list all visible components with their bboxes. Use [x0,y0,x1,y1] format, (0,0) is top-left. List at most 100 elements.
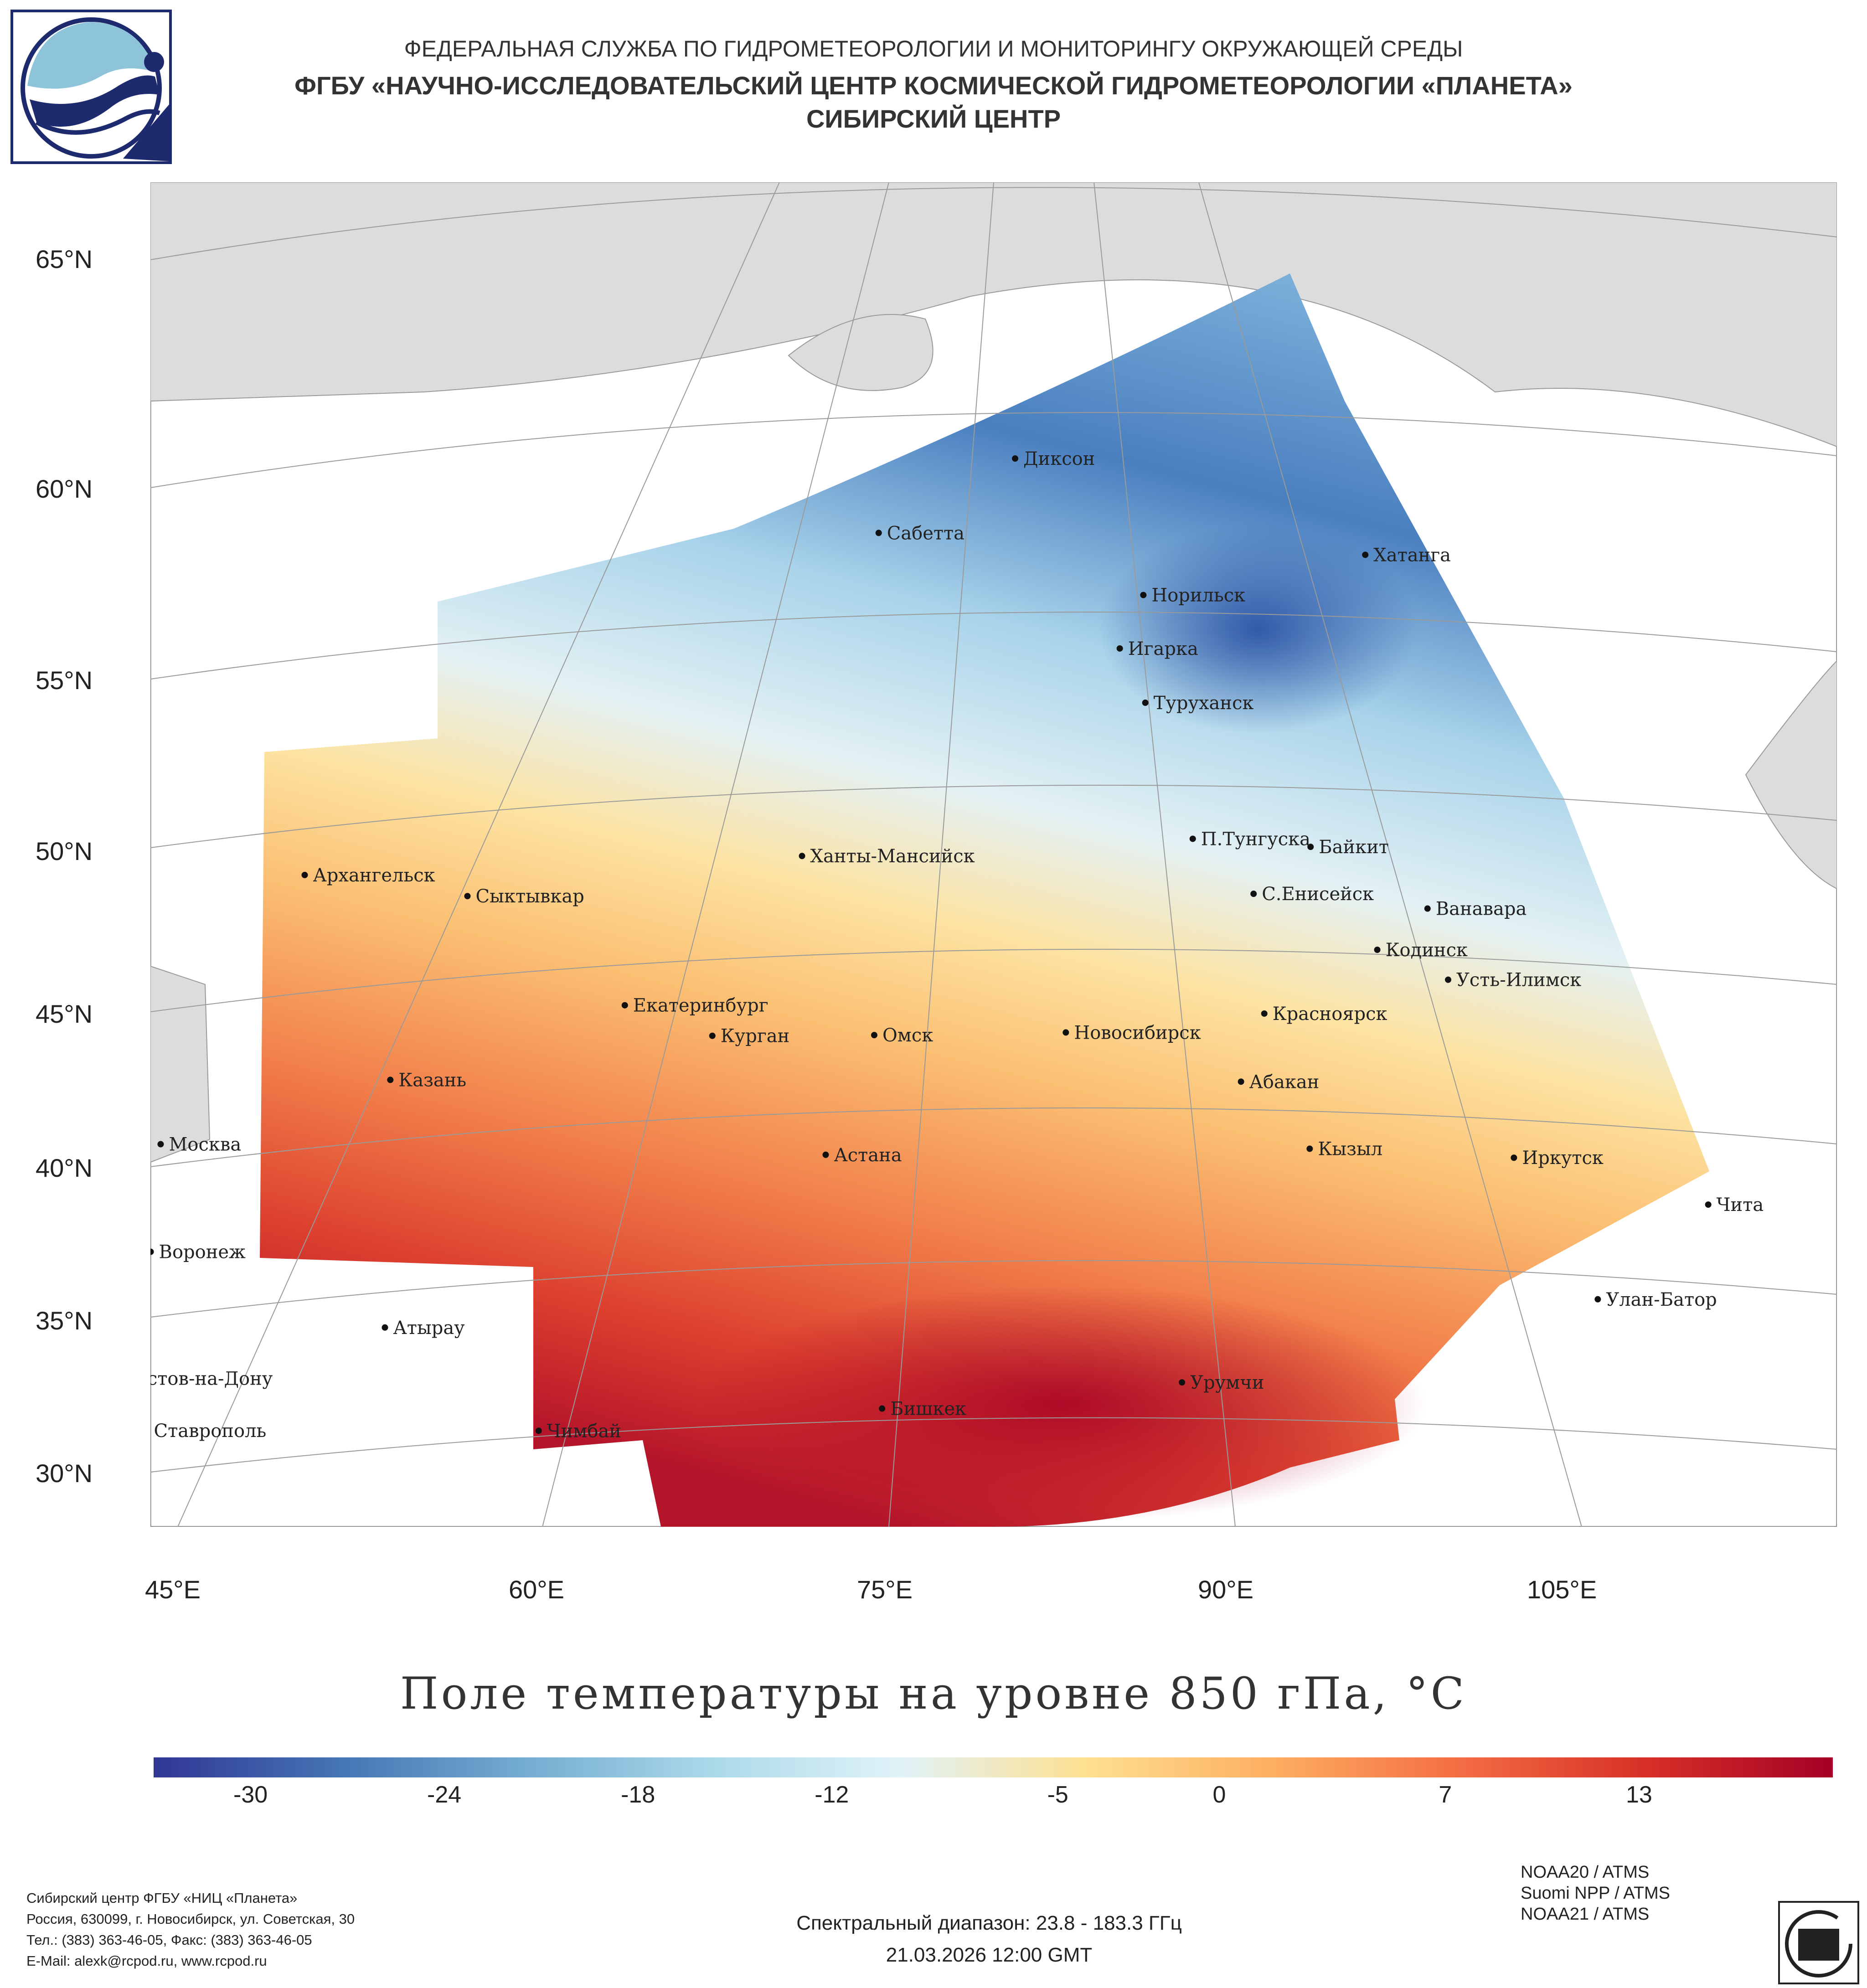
city-marker: Воронеж [150,1242,246,1263]
colorbar-tick-label: 0 [1212,1782,1226,1808]
city-label: Ханты-Мансийск [810,846,975,867]
city-dot [871,1032,877,1039]
org-phone: Тел.: (383) 363-46-05, Факс: (383) 363-4… [26,1932,312,1948]
city-label: Байкит [1319,837,1389,858]
city-dot [1179,1379,1186,1386]
colorbar-tick-label: 13 [1626,1782,1652,1808]
city-label: Ванавара [1436,899,1527,920]
city-label: Усть-Илимск [1456,970,1581,991]
city-label: Москва [169,1134,241,1155]
observation-datetime: 21.03.2026 12:00 GMT [886,1944,1093,1966]
city-marker: Иркутск [1511,1148,1604,1169]
city-dot [1238,1078,1244,1085]
city-label: Улан-Батор [1606,1289,1717,1310]
header-center: СИБИРСКИЙ ЦЕНТР [806,104,1061,133]
city-marker: Байкит [1307,837,1389,858]
city-label: П.Тунгуска [1201,829,1310,850]
city-marker: Диксон [1012,448,1095,469]
colorbar-tick-label: -12 [815,1782,849,1808]
city-dot [1306,1145,1313,1152]
city-label: Омск [882,1025,933,1046]
city-marker: Усть-Илимск [1445,970,1581,991]
satellite-list: NOAA20 / ATMS Suomi NPP / ATMS NOAA21 / … [1521,1862,1670,1925]
city-dot [1116,645,1123,652]
city-dot [535,1427,542,1434]
city-label: Туруханск [1154,693,1254,714]
city-dot [1261,1010,1268,1017]
city-dot [1250,891,1257,897]
city-label: Сабетта [887,523,964,544]
city-dot [1362,551,1369,558]
lon-label-45: 45°E [145,1575,201,1604]
colorbar-tick-label: -18 [621,1782,655,1808]
satellite-1: NOAA20 / ATMS [1521,1863,1650,1882]
city-label: Ростов-на-Дону [150,1368,273,1389]
colorbar-tick-label: -5 [1047,1782,1068,1808]
city-dot [709,1032,716,1039]
lon-label-90: 90°E [1198,1575,1254,1604]
lat-label-65: 65°N [36,245,93,273]
city-marker: Игарка [1116,639,1198,659]
city-label: Екатеринбург [633,995,768,1016]
city-dot [621,1002,628,1009]
org-address: Россия, 630099, г. Новосибирск, ул. Сове… [26,1911,355,1927]
city-dot [822,1151,829,1158]
city-label: Воронеж [159,1242,246,1263]
city-marker: Новосибирск [1062,1022,1201,1043]
city-marker: Сабетта [875,523,964,544]
colorbar-tick-label: -30 [233,1782,268,1808]
city-marker: Москва [157,1134,241,1155]
lon-label-105: 105°E [1527,1575,1597,1604]
city-label: Новосибирск [1074,1022,1201,1043]
city-marker: Улан-Батор [1594,1289,1717,1310]
colorbar [154,1757,1833,1777]
city-marker: С.Енисейск [1250,884,1374,905]
city-marker: Атырау [382,1318,465,1339]
city-marker: Ханты-Мансийск [799,846,975,867]
city-dot [1062,1029,1069,1036]
city-layer: Диксон Хатанга Сабетта Норильск Архангельск И… [150,448,1764,1442]
organization-info: Сибирский центр ФГБУ «НИЦ «Планета» Росс… [26,1888,355,1972]
iso-certification-badge [1778,1901,1859,1984]
city-label: Иркутск [1522,1148,1604,1169]
city-label: Чита [1717,1195,1764,1215]
map-title: Поле температуры на уровне 850 гПа, °C [400,1668,1467,1719]
city-dot [157,1141,164,1148]
city-marker: Урумчи [1179,1372,1264,1393]
city-label: Игарка [1128,639,1198,659]
city-marker: Ванавара [1424,899,1527,920]
city-dot [1140,592,1147,598]
city-marker: Абакан [1238,1071,1319,1092]
city-label: Чимбай [547,1421,621,1442]
temperature-map: Диксон Хатанга Сабетта Норильск Архангельск И… [150,182,1837,1527]
city-dot [875,530,882,536]
lat-label-45: 45°N [36,999,93,1028]
city-marker: Бишкек [879,1399,966,1420]
satellite-3: NOAA21 / ATMS [1521,1905,1650,1924]
city-marker: Норильск [1140,585,1245,606]
city-label: Ставрополь [154,1421,267,1442]
city-dot [1012,455,1019,462]
city-label: Диксон [1023,448,1095,469]
city-dot [301,871,308,878]
city-dot [150,1248,154,1255]
header-institute: ФГБУ «НАУЧНО-ИССЛЕДОВАТЕЛЬСКИЙ ЦЕНТР КОС… [294,71,1573,100]
city-label: Атырау [393,1318,465,1339]
colorbar-tick-label: 7 [1439,1782,1452,1808]
city-label: Красноярск [1273,1004,1387,1025]
city-marker: Омск [871,1025,933,1046]
city-marker: Хатанга [1362,545,1451,566]
city-marker: Екатеринбург [621,995,768,1016]
city-label: Кызыл [1318,1139,1382,1160]
city-marker: П.Тунгуска [1189,829,1310,850]
city-dot [1424,905,1431,912]
city-dot [1374,947,1381,953]
city-marker: Красноярск [1261,1004,1387,1025]
city-marker: Курган [709,1026,789,1047]
spectral-info: Спектральный диапазон: 23.8 - 183.3 ГГц … [0,1907,1867,1971]
satellite-2: Suomi NPP / ATMS [1521,1884,1671,1903]
lat-label-35: 35°N [36,1306,93,1335]
city-marker: Сыктывкар [464,886,584,907]
city-label: С.Енисейск [1262,884,1374,905]
city-marker: Астана [822,1145,902,1166]
